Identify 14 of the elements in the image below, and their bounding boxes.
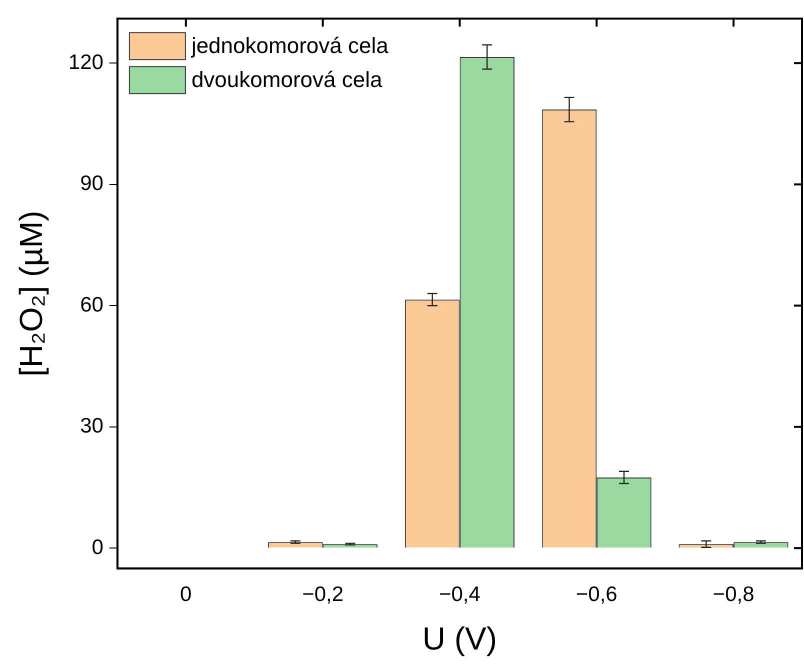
x-tick-label: −0,6 <box>576 582 618 606</box>
y-tick-label: 60 <box>80 293 104 316</box>
x-tick-label: 0 <box>180 582 192 606</box>
x-axis-title: U (V) <box>422 620 498 657</box>
legend-label: jednokomorová cela <box>190 33 390 58</box>
x-tick-label: −0,8 <box>712 582 754 606</box>
x-tick-label: −0,2 <box>302 582 344 606</box>
x-tick-label: −0,4 <box>438 582 481 606</box>
y-tick-label: 30 <box>80 414 104 438</box>
y-axis-title: [H₂O₂] (µM) <box>13 210 50 376</box>
y-tick-label: 90 <box>80 172 104 196</box>
y-tick-label: 120 <box>68 50 104 74</box>
y-tick-label: 0 <box>92 536 104 559</box>
legend-label: dvoukomorová cela <box>191 67 383 92</box>
